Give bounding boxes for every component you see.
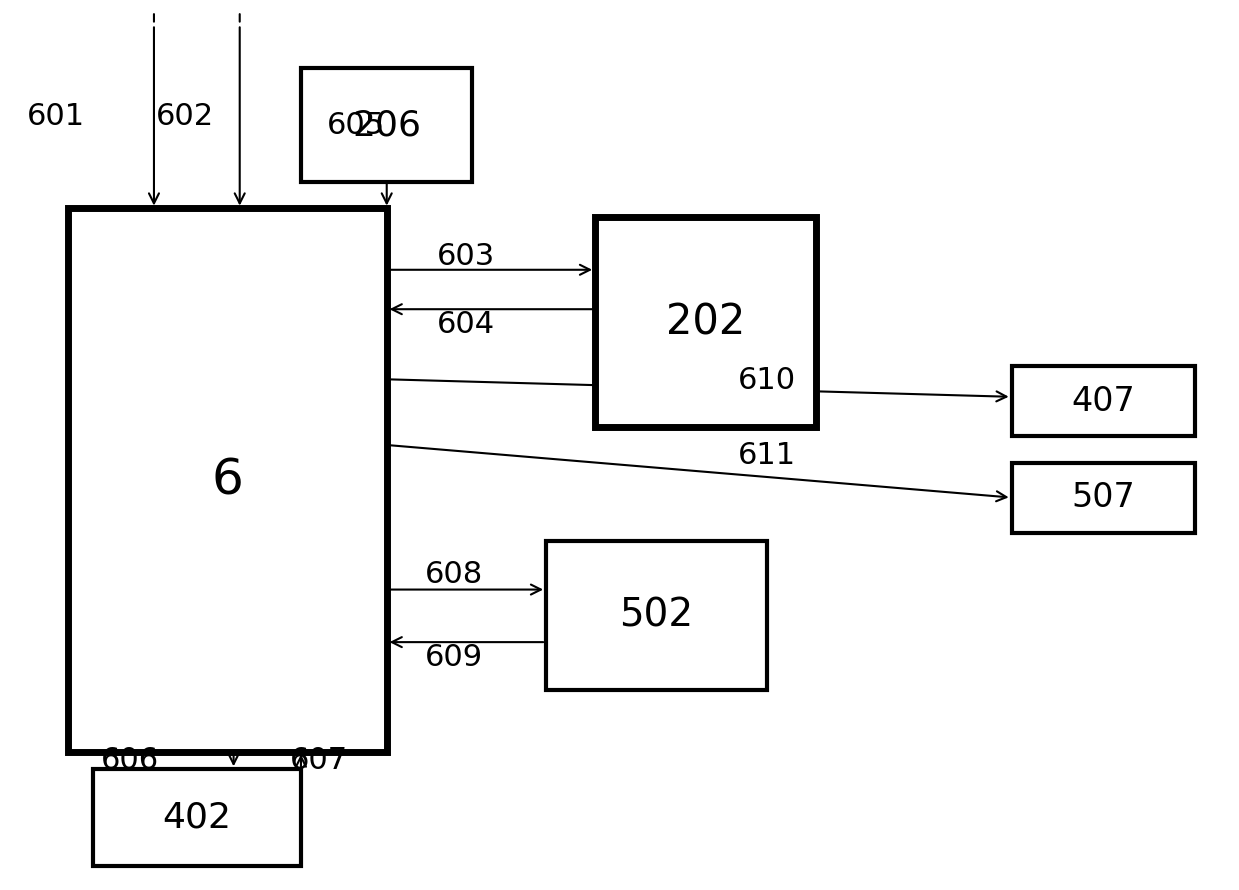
Text: 607: 607 bbox=[290, 746, 348, 775]
Text: 606: 606 bbox=[100, 746, 159, 775]
Text: 604: 604 bbox=[437, 310, 496, 338]
FancyBboxPatch shape bbox=[93, 769, 301, 866]
Text: 603: 603 bbox=[437, 242, 496, 271]
Text: 507: 507 bbox=[1072, 481, 1135, 514]
FancyBboxPatch shape bbox=[301, 69, 472, 182]
Text: 502: 502 bbox=[620, 597, 694, 635]
Text: 602: 602 bbox=[156, 102, 213, 131]
FancyBboxPatch shape bbox=[68, 208, 387, 752]
Text: 402: 402 bbox=[162, 800, 232, 834]
Text: 605: 605 bbox=[327, 110, 385, 140]
FancyBboxPatch shape bbox=[595, 217, 815, 427]
FancyBboxPatch shape bbox=[546, 541, 767, 691]
Text: 202: 202 bbox=[665, 302, 745, 344]
Text: 610: 610 bbox=[737, 366, 795, 394]
FancyBboxPatch shape bbox=[1011, 366, 1196, 436]
Text: 6: 6 bbox=[212, 456, 243, 504]
FancyBboxPatch shape bbox=[1011, 463, 1196, 532]
Text: 608: 608 bbox=[425, 560, 483, 589]
Text: 206: 206 bbox=[352, 109, 421, 142]
Text: 609: 609 bbox=[425, 643, 483, 672]
Text: 407: 407 bbox=[1072, 384, 1135, 417]
Text: 601: 601 bbox=[27, 102, 85, 131]
Text: 611: 611 bbox=[737, 441, 795, 470]
